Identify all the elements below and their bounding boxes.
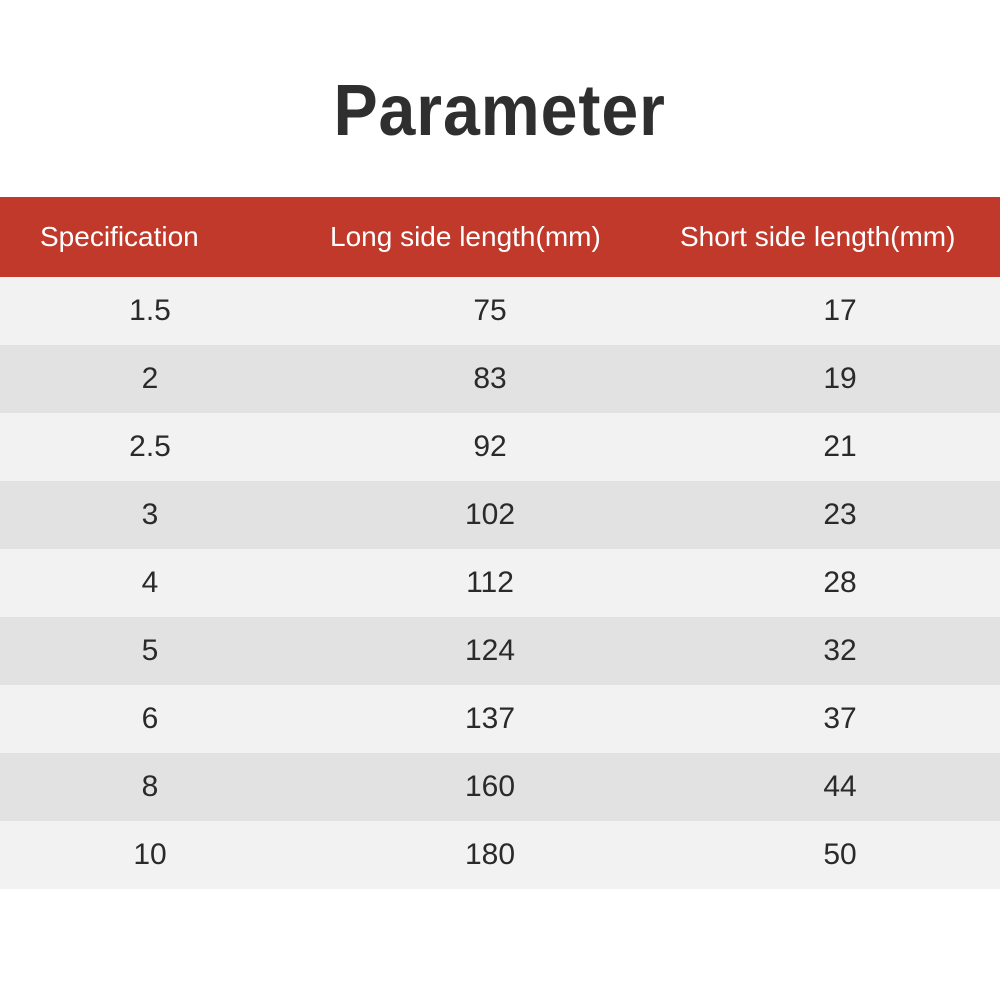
table-header: Specification Long side length(mm) Short…: [0, 197, 1000, 277]
cell-specification: 10: [0, 838, 300, 872]
column-header-short-side: Short side length(mm): [680, 221, 1000, 253]
cell-short-side: 37: [680, 702, 1000, 736]
cell-short-side: 21: [680, 430, 1000, 464]
cell-long-side: 92: [300, 430, 680, 464]
cell-short-side: 19: [680, 362, 1000, 396]
page-title: Parameter: [334, 70, 666, 152]
table-row: 512432: [0, 617, 1000, 685]
cell-short-side: 17: [680, 294, 1000, 328]
table-row: 28319: [0, 345, 1000, 413]
cell-specification: 8: [0, 770, 300, 804]
cell-long-side: 83: [300, 362, 680, 396]
column-header-long-side: Long side length(mm): [300, 221, 680, 253]
cell-short-side: 44: [680, 770, 1000, 804]
cell-short-side: 23: [680, 498, 1000, 532]
table-row: 2.59221: [0, 413, 1000, 481]
parameter-table: Specification Long side length(mm) Short…: [0, 197, 1000, 889]
cell-specification: 3: [0, 498, 300, 532]
cell-specification: 2.5: [0, 430, 300, 464]
cell-specification: 5: [0, 634, 300, 668]
column-header-specification: Specification: [0, 221, 300, 253]
cell-long-side: 124: [300, 634, 680, 668]
cell-long-side: 137: [300, 702, 680, 736]
cell-specification: 4: [0, 566, 300, 600]
table-row: 310223: [0, 481, 1000, 549]
cell-long-side: 180: [300, 838, 680, 872]
cell-long-side: 112: [300, 566, 680, 600]
cell-short-side: 28: [680, 566, 1000, 600]
table-row: 816044: [0, 753, 1000, 821]
cell-specification: 2: [0, 362, 300, 396]
cell-specification: 1.5: [0, 294, 300, 328]
table-row: 613737: [0, 685, 1000, 753]
table-body: 1.57517283192.59221310223411228512432613…: [0, 277, 1000, 889]
cell-long-side: 102: [300, 498, 680, 532]
cell-short-side: 50: [680, 838, 1000, 872]
cell-short-side: 32: [680, 634, 1000, 668]
table-row: 1018050: [0, 821, 1000, 889]
cell-specification: 6: [0, 702, 300, 736]
cell-long-side: 75: [300, 294, 680, 328]
cell-long-side: 160: [300, 770, 680, 804]
table-row: 411228: [0, 549, 1000, 617]
table-row: 1.57517: [0, 277, 1000, 345]
page: Parameter Specification Long side length…: [0, 0, 1000, 1000]
